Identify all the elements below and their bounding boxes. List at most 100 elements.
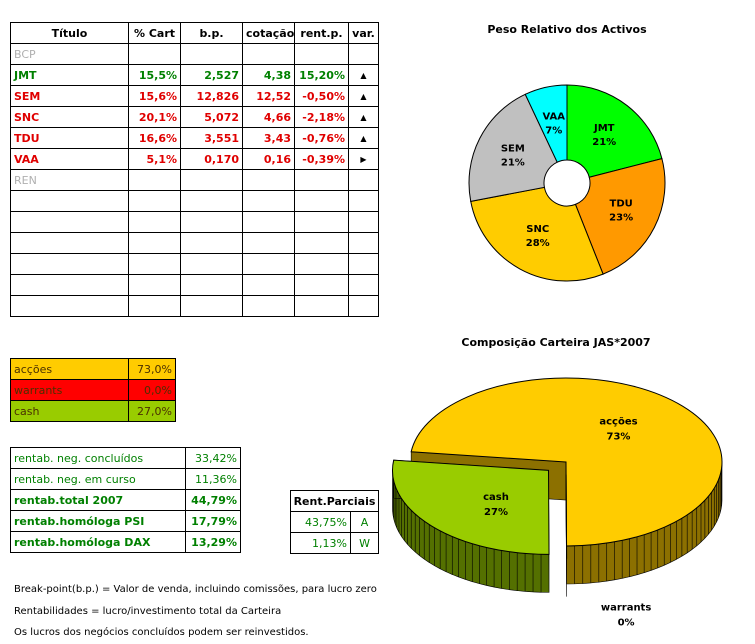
cell: -0,76%	[294, 127, 349, 149]
cell	[294, 169, 349, 191]
cell: 12,826	[180, 85, 243, 107]
donut-slice	[524, 84, 568, 163]
slice-value: 7%	[545, 126, 562, 137]
holding-row: JMT 15,5% 2,527 4,38 15,20% ▲	[10, 64, 379, 86]
slice-value: 21%	[501, 157, 525, 168]
cell: JMT	[10, 64, 129, 86]
cell: 15,5%	[128, 64, 181, 86]
cell: 33,42%	[185, 447, 241, 469]
cell: ▲	[348, 85, 379, 107]
holding-row: SEM 15,6% 12,826 12,52 -0,50% ▲	[10, 85, 379, 107]
slice-label: TDU	[610, 199, 633, 210]
slice-label: SEM	[501, 143, 525, 154]
cell: 0,170	[180, 148, 243, 170]
returns-table: rentab. neg. concluídos 33,42% rentab. neg…	[10, 447, 241, 553]
holding-row: REN	[10, 169, 379, 191]
cell	[180, 295, 243, 317]
cell	[294, 211, 349, 233]
cell	[10, 232, 129, 254]
cell	[128, 43, 181, 65]
cell	[180, 190, 243, 212]
cell: TDU	[10, 127, 129, 149]
cell: 16,6%	[128, 127, 181, 149]
cell: W	[349, 532, 380, 554]
empty-row	[10, 211, 379, 233]
cell: ▲	[348, 127, 379, 149]
cell	[10, 253, 129, 275]
header-cell: % Cart	[128, 22, 181, 44]
empty-row	[10, 295, 379, 317]
slice-label: VAA	[542, 112, 565, 123]
cell	[128, 295, 181, 317]
partials-row: 1,13% W	[290, 532, 380, 554]
donut-slice	[566, 84, 663, 178]
donut-slice	[470, 186, 604, 282]
cell	[180, 211, 243, 233]
cell: rentab.homóloga DAX	[10, 531, 186, 553]
donut-slice	[468, 93, 558, 202]
cell	[242, 190, 295, 212]
slice-value: 28%	[526, 238, 550, 249]
cell	[348, 274, 379, 296]
cell: 4,66	[242, 106, 295, 128]
cell: cash	[10, 400, 129, 422]
cell	[10, 211, 129, 233]
note: Os lucros dos negócios concluídos podem …	[14, 627, 309, 638]
holding-row: SNC 20,1% 5,072 4,66 -2,18% ▲	[10, 106, 379, 128]
cell: 2,527	[180, 64, 243, 86]
cell	[10, 274, 129, 296]
allocation-row: acções 73,0%	[10, 358, 176, 380]
cell: 15,20%	[294, 64, 349, 86]
holding-row: BCP	[10, 43, 379, 65]
cell: rentab.total 2007	[10, 489, 186, 511]
cell: 0,0%	[128, 379, 176, 401]
slice-label: acções	[599, 417, 637, 428]
slice-value: 23%	[609, 213, 633, 224]
returns-row: rentab. neg. concluídos 33,42%	[10, 447, 241, 469]
header-cell: b.p.	[180, 22, 243, 44]
header-cell: cotação	[242, 22, 295, 44]
allocation-row: cash 27,0%	[10, 400, 176, 422]
cell	[180, 253, 243, 275]
header-row: Rent.Parciais	[289, 490, 380, 512]
slice-label: cash	[483, 492, 509, 503]
cell: -2,18%	[294, 106, 349, 128]
slice-label: SNC	[526, 224, 549, 235]
holding-row: TDU 16,6% 3,551 3,43 -0,76% ▲	[10, 127, 379, 149]
cell: 43,75%	[290, 511, 351, 533]
header-cell: Rent.Parciais	[289, 490, 380, 512]
cell	[242, 211, 295, 233]
cell: rentab.homóloga PSI	[10, 510, 186, 532]
cell	[294, 295, 349, 317]
cell: 0,16	[242, 148, 295, 170]
cell	[128, 232, 181, 254]
cell	[128, 253, 181, 275]
cell	[10, 295, 129, 317]
empty-row	[10, 253, 379, 275]
cell	[294, 43, 349, 65]
returns-row: rentab. neg. em curso 11,36%	[10, 468, 241, 490]
allocation-table: acções 73,0% warrants 0,0% cash 27,0%	[10, 358, 176, 422]
cell	[348, 211, 379, 233]
cell	[180, 232, 243, 254]
cell: 15,6%	[128, 85, 181, 107]
portfolio-table: Título% Cart b.p. cotação rent.p. var. BCP JMT…	[10, 22, 379, 317]
cell: 5,072	[180, 106, 243, 128]
note: Rentabilidades = lucro/investimento tota…	[14, 605, 282, 617]
pie-slice	[565, 474, 568, 559]
cell: rentab. neg. concluídos	[10, 447, 186, 469]
cell: VAA	[10, 148, 129, 170]
cell	[294, 232, 349, 254]
cell: 3,43	[242, 127, 295, 149]
cell	[180, 169, 243, 191]
header-cell: var.	[348, 22, 379, 44]
partials-row: 43,75% A	[290, 511, 380, 533]
cell: 73,0%	[128, 358, 176, 380]
cell: 44,79%	[185, 489, 241, 511]
cell: 20,1%	[128, 106, 181, 128]
cell: ▲	[348, 106, 379, 128]
cell	[294, 253, 349, 275]
cell: ▲	[348, 64, 379, 86]
cell	[128, 211, 181, 233]
